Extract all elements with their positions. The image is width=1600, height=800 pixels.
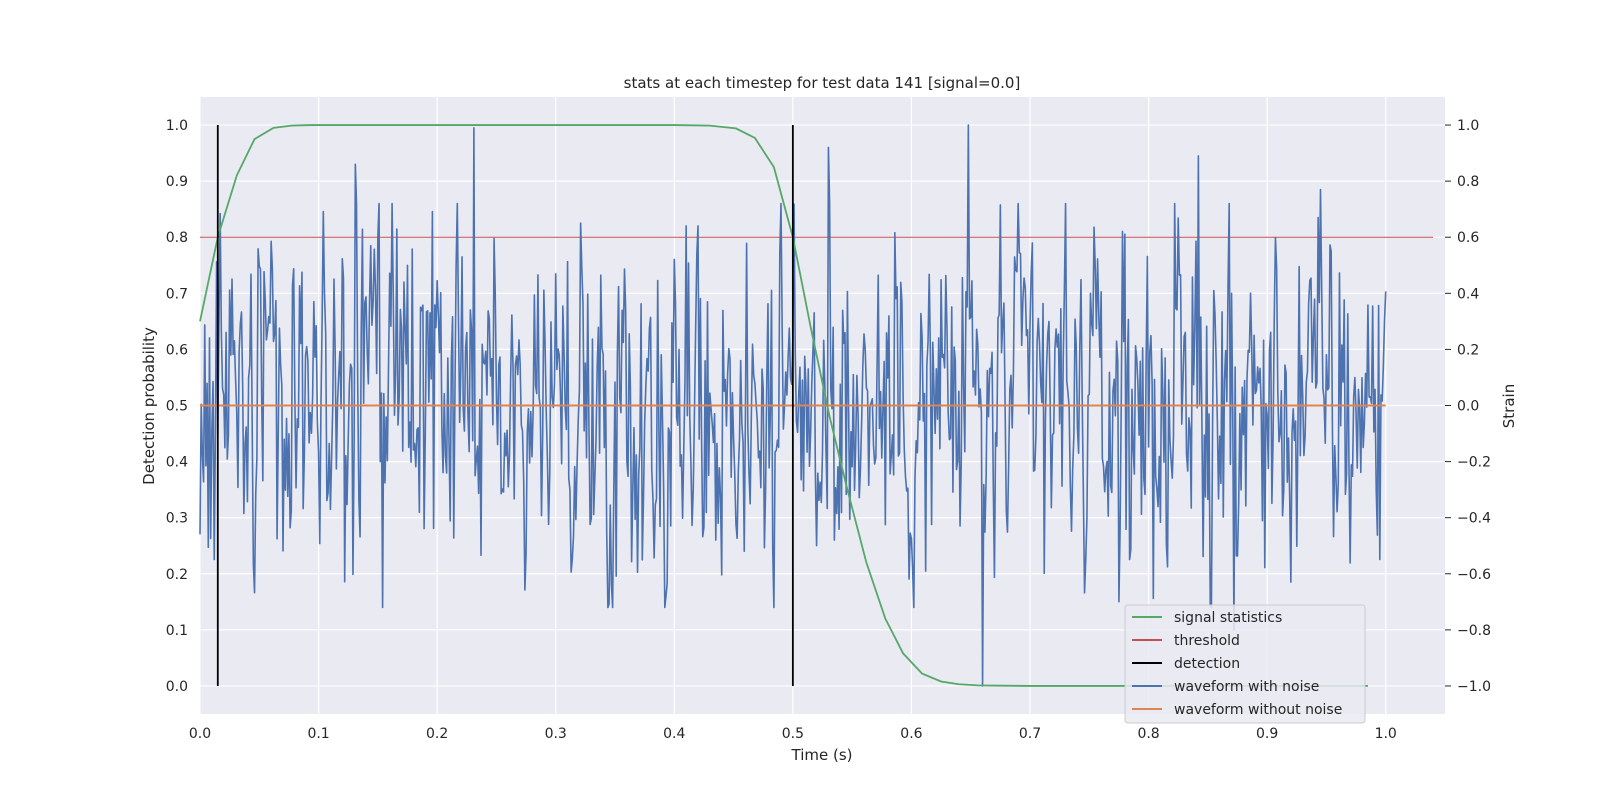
- y2-tick-label: 0.6: [1457, 230, 1479, 246]
- y2-tick-label: 0.8: [1457, 174, 1479, 190]
- x-tick-label: 0.1: [307, 726, 329, 742]
- y2-tick-label: 1.0: [1457, 118, 1479, 134]
- y-tick-label: 0.0: [166, 679, 188, 695]
- y-tick-label: 0.7: [166, 286, 188, 302]
- x-tick-label: 0.4: [663, 726, 685, 742]
- y2-tick-label: −0.8: [1457, 623, 1491, 639]
- y2-axis-label: Strain: [1500, 384, 1518, 428]
- y2-tick-label: 0.2: [1457, 342, 1479, 358]
- x-axis-label: Time (s): [791, 746, 853, 764]
- legend-label-signal-statistics: signal statistics: [1174, 610, 1282, 626]
- y2-tick-label: 0.0: [1457, 399, 1479, 415]
- legend-label-waveform-without-noise: waveform without noise: [1174, 702, 1342, 718]
- y2-tick-label: −1.0: [1457, 679, 1491, 695]
- x-tick-label: 1.0: [1375, 726, 1397, 742]
- ticks: 0.0 0.1 0.2 0.3 0.4 0.5 0.6 0.7 0.8 0.9 1.0 0.0 0.1 0…: [166, 118, 1491, 742]
- x-tick-label: 0.7: [1019, 726, 1041, 742]
- legend: signal statistics threshold detection wa…: [1124, 604, 1366, 724]
- legend-label-waveform-with-noise: waveform with noise: [1174, 679, 1319, 695]
- legend-box: [1124, 604, 1366, 724]
- x-tick-label: 0.9: [1256, 726, 1278, 742]
- y-tick-label: 0.3: [166, 511, 188, 527]
- y-tick-label: 0.1: [166, 623, 188, 639]
- y2-tick-label: −0.2: [1457, 455, 1491, 471]
- y-tick-label: 0.9: [166, 174, 188, 190]
- x-tick-label: 0.6: [900, 726, 922, 742]
- y2-tick-label: 0.4: [1457, 286, 1479, 302]
- x-tick-label: 0.5: [782, 726, 804, 742]
- y-tick-label: 0.4: [166, 455, 188, 471]
- series-layer: [199, 124, 1434, 687]
- y2-tick-label: −0.4: [1457, 511, 1491, 527]
- legend-label-threshold: threshold: [1174, 633, 1240, 649]
- y-tick-label: 0.8: [166, 230, 188, 246]
- legend-label-detection: detection: [1174, 656, 1240, 672]
- signal-statistics-line: [199, 124, 1368, 687]
- y-tick-label: 0.6: [166, 342, 188, 358]
- y-axis-label: Detection probability: [140, 327, 158, 485]
- y2-tick-label: −0.6: [1457, 567, 1491, 583]
- x-tick-label: 0.2: [426, 726, 448, 742]
- y-tick-label: 1.0: [166, 118, 188, 134]
- chart-title: stats at each timestep for test data 141…: [624, 74, 1021, 92]
- x-tick-label: 0.3: [545, 726, 567, 742]
- x-tick-label: 0.0: [189, 726, 211, 742]
- x-tick-label: 0.8: [1137, 726, 1159, 742]
- y-tick-label: 0.2: [166, 567, 188, 583]
- y-tick-label: 0.5: [166, 399, 188, 415]
